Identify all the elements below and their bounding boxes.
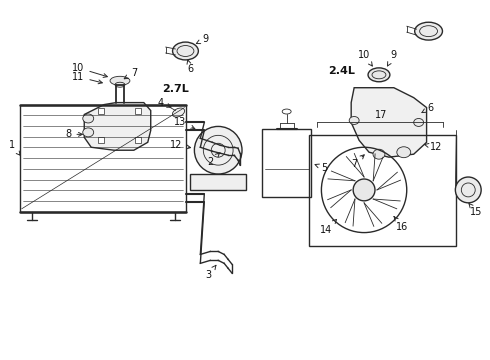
Polygon shape	[84, 103, 151, 150]
Text: 13: 13	[174, 117, 195, 129]
Text: 17: 17	[375, 109, 387, 120]
Circle shape	[455, 177, 481, 203]
Bar	[310, 135, 456, 247]
Text: 9: 9	[388, 50, 397, 66]
Bar	[135, 137, 141, 143]
Text: 8: 8	[65, 129, 82, 139]
Circle shape	[353, 179, 375, 201]
Text: 12: 12	[424, 142, 442, 152]
Text: 6: 6	[187, 60, 194, 74]
Text: 7: 7	[351, 155, 364, 169]
Text: 15: 15	[469, 203, 482, 217]
Bar	[262, 129, 312, 197]
Ellipse shape	[83, 128, 94, 137]
Ellipse shape	[368, 68, 390, 82]
Text: 7: 7	[124, 68, 137, 79]
Ellipse shape	[415, 22, 442, 40]
Bar	[191, 174, 246, 190]
Bar	[20, 105, 187, 212]
Ellipse shape	[115, 82, 125, 87]
Text: 10: 10	[72, 63, 107, 77]
Ellipse shape	[414, 118, 424, 126]
Polygon shape	[351, 88, 427, 157]
Text: 12: 12	[171, 140, 191, 150]
Text: 10: 10	[358, 50, 372, 66]
Ellipse shape	[349, 117, 359, 125]
Text: 1: 1	[9, 140, 20, 155]
Text: 14: 14	[320, 219, 337, 235]
Ellipse shape	[172, 108, 185, 117]
Text: 16: 16	[394, 216, 408, 231]
Text: 11: 11	[72, 72, 102, 84]
Ellipse shape	[397, 147, 411, 158]
Circle shape	[195, 126, 242, 174]
Ellipse shape	[373, 149, 385, 159]
Text: 4: 4	[158, 98, 171, 108]
Ellipse shape	[172, 42, 198, 60]
Bar	[98, 108, 104, 113]
Text: 2.7L: 2.7L	[162, 84, 189, 94]
Text: 3: 3	[205, 265, 216, 280]
Ellipse shape	[83, 114, 94, 123]
Text: 6: 6	[422, 103, 434, 113]
Text: 5: 5	[315, 163, 327, 173]
Text: 9: 9	[196, 34, 208, 44]
Ellipse shape	[110, 76, 130, 85]
Text: 2: 2	[207, 153, 220, 167]
Text: 2.4L: 2.4L	[328, 66, 355, 76]
Bar	[135, 108, 141, 113]
Bar	[98, 137, 104, 143]
